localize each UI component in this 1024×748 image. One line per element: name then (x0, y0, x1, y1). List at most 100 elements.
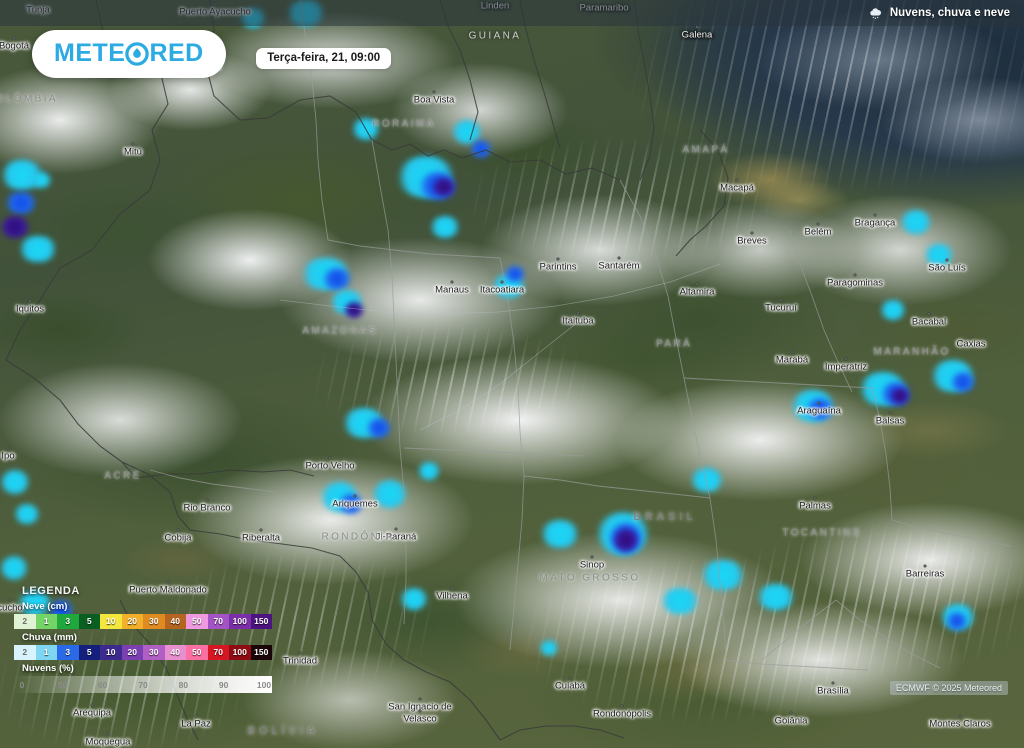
precip-cell (946, 612, 968, 630)
snow-scale-swatch: 150 (250, 614, 272, 629)
snow-scale-swatch: 5 (78, 614, 100, 629)
city-marker-dot (166, 580, 170, 584)
rain-scale-swatch: 10 (100, 645, 122, 660)
snow-scale-swatch: 70 (207, 614, 229, 629)
data-source-watermark: ECMWF © 2025 Meteored (889, 681, 1008, 695)
legend-panel: LEGENDA Neve (cm) 2 1 3 5 10 20 30 40 50 70 100 150… (14, 585, 280, 696)
precip-cell (950, 372, 976, 392)
layer-indicator[interactable]: Nuvens, chuva e neve (868, 6, 1010, 21)
cloud-scale-tick: 80 (178, 680, 189, 690)
precip-cell (14, 504, 40, 524)
city-marker-dot (969, 334, 973, 338)
city-marker-dot (418, 697, 422, 701)
city-marker-dot (6, 446, 10, 450)
layer-label: Nuvens, chuva e neve (889, 7, 1010, 19)
city-marker-dot (576, 311, 580, 315)
city-marker-dot (750, 231, 754, 235)
city-marker-dot (176, 528, 180, 532)
meteored-logo[interactable]: METE RED (32, 30, 226, 78)
city-marker-dot (394, 527, 398, 531)
precip-cell (344, 302, 364, 318)
rain-scale-swatch: 70 (207, 645, 229, 660)
precip-cell (432, 178, 456, 196)
snow-scale-swatch: 1 (35, 614, 57, 629)
precip-cell (806, 398, 834, 420)
top-bar: Nuvens, chuva e neve (0, 0, 1024, 26)
precip-cell (400, 588, 428, 610)
legend-group-rain: Chuva (mm) 2 1 3 5 10 20 30 40 50 70 100 150 (14, 632, 280, 660)
precip-cell (30, 172, 52, 188)
precip-cell (756, 584, 796, 610)
city-marker-dot (432, 90, 436, 94)
legend-rain-label: Chuva (mm) (22, 632, 77, 643)
city-marker-dot (695, 25, 699, 29)
city-marker-dot (131, 142, 135, 146)
city-marker-dot (328, 456, 332, 460)
snow-scale-swatch: 100 (229, 614, 251, 629)
city-marker-dot (450, 586, 454, 590)
city-marker-dot (90, 703, 94, 707)
city-marker-dot (945, 258, 949, 262)
city-marker-dot (958, 714, 962, 718)
city-marker-dot (194, 714, 198, 718)
precip-cell (322, 268, 352, 290)
city-marker-dot (853, 273, 857, 277)
cloud-scale-tick: 90 (218, 680, 229, 690)
city-marker-dot (28, 299, 32, 303)
city-marker-dot (927, 312, 931, 316)
precip-cell (430, 216, 460, 238)
precip-cell (0, 470, 30, 494)
city-marker-dot (450, 280, 454, 284)
city-marker-dot (205, 498, 209, 502)
city-marker-dot (620, 704, 624, 708)
rain-scale-swatch: 3 (57, 645, 79, 660)
cloud-color-scale: 0 50 60 70 80 90 100 (14, 676, 272, 693)
rain-scale-swatch: 30 (143, 645, 165, 660)
city-marker-dot (816, 222, 820, 226)
rain-scale-swatch: 5 (78, 645, 100, 660)
precip-cell (540, 640, 558, 656)
city-marker-dot (590, 555, 594, 559)
snow-scale-swatch: 10 (100, 614, 122, 629)
cloud-rain-snow-icon (870, 7, 881, 19)
legend-group-snow: Neve (cm) 2 1 3 5 10 20 30 40 50 70 100 150 (14, 601, 280, 629)
cloud-scale-tick: 60 (97, 680, 108, 690)
rain-scale-swatch: 50 (186, 645, 208, 660)
precip-cell (660, 588, 700, 614)
precip-cell (700, 560, 746, 590)
precip-cell (372, 480, 408, 508)
precip-cell (504, 266, 526, 282)
precip-cell (418, 462, 440, 480)
legend-clouds-label: Nuvens (%) (22, 663, 74, 674)
precip-cell (690, 468, 724, 492)
precip-cell (4, 192, 38, 214)
city-marker-dot (813, 496, 817, 500)
precip-cell (366, 418, 392, 438)
precip-cell (0, 216, 30, 238)
rain-color-scale: 2 1 3 5 10 20 30 40 50 70 100 150 (14, 645, 272, 660)
precip-cell (0, 556, 28, 580)
timestamp-chip[interactable]: Terça-feira, 21, 09:00 (256, 48, 392, 69)
precip-cell (900, 210, 932, 234)
rain-scale-swatch: 1 (35, 645, 57, 660)
snow-scale-swatch: 2 (14, 614, 36, 629)
city-marker-dot (568, 676, 572, 680)
snow-scale-swatch: 30 (143, 614, 165, 629)
legend-group-clouds: Nuvens (%) 0 50 60 70 80 90 100 (14, 663, 280, 693)
snow-scale-swatch: 20 (121, 614, 143, 629)
city-marker-dot (923, 564, 927, 568)
logo-text-post: RED (149, 39, 204, 67)
precip-cell (18, 590, 52, 616)
city-marker-dot (12, 36, 16, 40)
legend-title: LEGENDA (22, 585, 80, 597)
logo-text: METE RED (54, 39, 204, 68)
water-drop-icon (125, 42, 150, 66)
snow-scale-swatch: 3 (57, 614, 79, 629)
city-marker-dot (617, 256, 621, 260)
city-marker-dot (8, 598, 12, 602)
rain-scale-swatch: 2 (14, 645, 36, 660)
precip-cell (880, 300, 906, 320)
city-marker-dot (844, 357, 848, 361)
cloud-scale-tick: 70 (138, 680, 148, 690)
rain-scale-swatch: 150 (250, 645, 272, 660)
